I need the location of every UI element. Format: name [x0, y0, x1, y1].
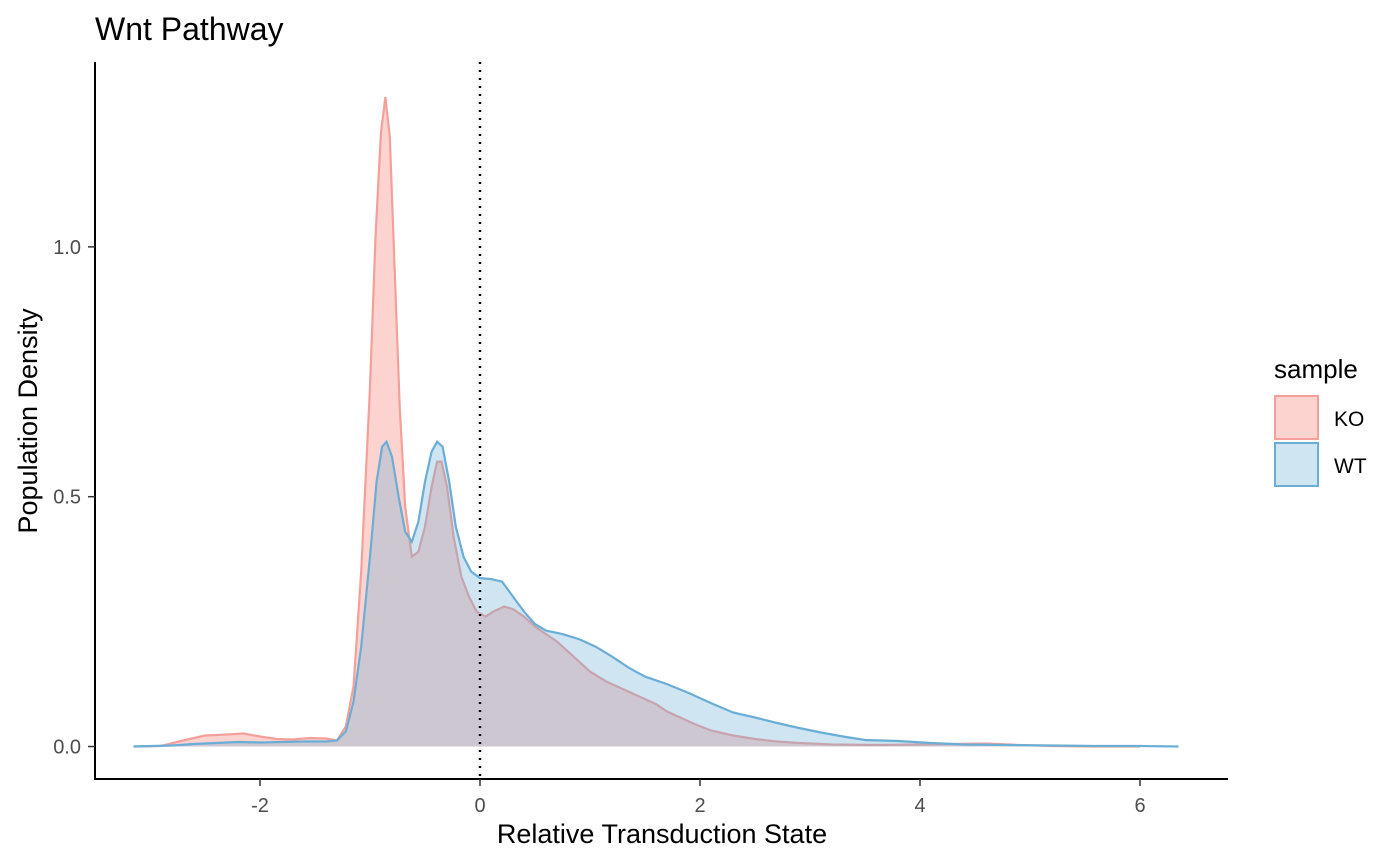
- x-axis-title: Relative Transduction State: [497, 819, 827, 849]
- x-tick-label: 2: [694, 795, 705, 817]
- y-tick-label: 0.5: [53, 487, 81, 509]
- y-tick-label: 1.0: [53, 237, 81, 259]
- x-tick-label: 0: [474, 795, 485, 817]
- density-line-wt: [133, 439, 1179, 748]
- x-tick-label: 6: [1134, 795, 1145, 817]
- x-axis-ticks: -2 0 2 4 6: [251, 779, 1146, 817]
- y-tick-label: 0.0: [53, 737, 81, 759]
- y-axis-title: Population Density: [13, 308, 43, 534]
- density-area-wt: [133, 441, 1179, 747]
- density-area-ko: [133, 97, 1140, 747]
- legend: sample KO WT: [1274, 354, 1367, 487]
- x-tick-label: 4: [914, 795, 925, 817]
- y-axis-ticks: 0.0 0.5 1.0: [53, 237, 95, 759]
- chart-title: Wnt Pathway: [95, 11, 284, 47]
- legend-label-ko: KO: [1334, 408, 1364, 431]
- legend-key-wt: [1274, 442, 1319, 487]
- x-tick-label: -2: [251, 795, 269, 817]
- legend-title: sample: [1274, 354, 1358, 384]
- legend-key-ko: [1274, 395, 1319, 440]
- legend-label-wt: WT: [1334, 455, 1367, 478]
- density-line-ko: [133, 96, 1140, 748]
- plot-area: [133, 96, 1179, 748]
